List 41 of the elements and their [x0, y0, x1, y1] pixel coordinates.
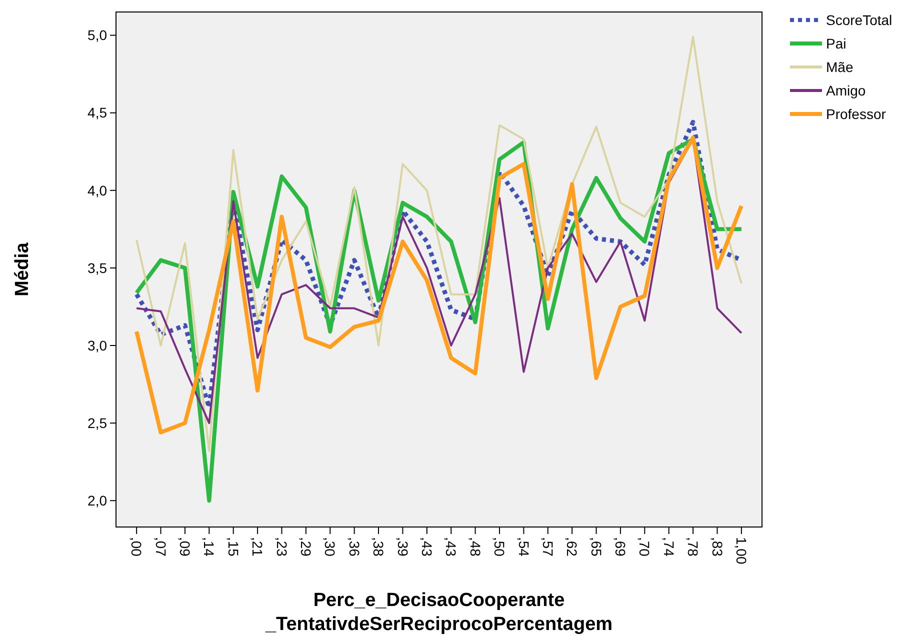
- y-tick-label: 3,0: [88, 337, 108, 354]
- x-axis-title: Perc_e_DecisaoCooperante _TentativdeSerReciprocoPercentagem: [264, 590, 613, 635]
- x-tick-label: ,43: [443, 537, 460, 557]
- legend-label: Amigo: [826, 82, 866, 98]
- y-tick-label: 5,0: [88, 27, 108, 44]
- x-tick-label: ,48: [467, 537, 484, 557]
- line-series: [136, 36, 742, 452]
- y-axis-title: Média: [12, 242, 33, 296]
- x-tick-label: ,70: [636, 537, 653, 557]
- x-tick-label: ,65: [588, 537, 604, 557]
- x-tick-label: ,30: [322, 537, 338, 557]
- x-tick-label: ,78: [685, 537, 702, 557]
- x-tick-label: ,38: [370, 537, 387, 557]
- x-tick-label: ,09: [177, 537, 194, 557]
- x-tick-label: ,57: [540, 537, 556, 557]
- x-tick-label: ,69: [612, 537, 629, 557]
- y-tick-label: 4,5: [88, 104, 108, 121]
- x-tick-label: ,21: [250, 537, 266, 557]
- legend-label: Mãe: [826, 58, 854, 75]
- x-tick-label: ,62: [564, 537, 580, 557]
- x-tick-label: ,36: [346, 537, 362, 557]
- x-tick-label: ,29: [298, 537, 314, 557]
- x-tick-label: 1,00: [734, 537, 750, 564]
- x-tick-label: ,83: [709, 537, 726, 557]
- y-tick-label: 2,5: [88, 414, 108, 431]
- legend-label: Professor: [826, 106, 886, 122]
- x-tick-label: ,00: [128, 537, 145, 557]
- x-tick-label: ,50: [492, 537, 508, 557]
- x-tick-label: ,74: [660, 537, 677, 557]
- x-tick-label: ,15: [225, 537, 242, 557]
- x-tick-label: ,07: [152, 537, 169, 557]
- y-tick-label: 2,0: [88, 492, 108, 509]
- x-tick-label: ,54: [516, 537, 532, 557]
- x-tick-label: ,39: [394, 537, 411, 557]
- x-tick-label: ,23: [274, 537, 290, 557]
- y-tick-label: 3,5: [88, 260, 108, 276]
- x-tick-label: ,14: [201, 537, 218, 557]
- legend-label: ScoreTotal: [826, 12, 892, 28]
- legend-label: Pai: [826, 35, 846, 52]
- y-tick-label: 4,0: [88, 182, 108, 198]
- x-tick-label: ,43: [419, 537, 436, 557]
